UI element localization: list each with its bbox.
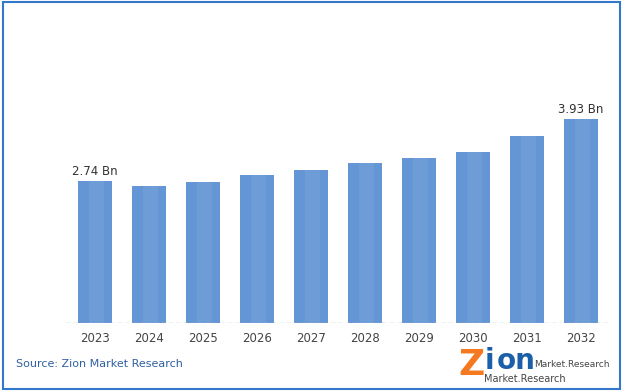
Bar [359, 163, 374, 323]
Bar [143, 185, 158, 323]
Text: Global Industrial Margarine Market,: Global Industrial Margarine Market, [21, 25, 382, 43]
Text: Market.Research: Market.Research [534, 360, 610, 369]
Bar [510, 136, 544, 323]
Bar [251, 175, 266, 323]
Bar [521, 136, 536, 323]
Bar [413, 158, 428, 323]
Bar [132, 185, 166, 323]
Bar [78, 181, 112, 323]
Bar [240, 175, 273, 323]
Bar [294, 170, 328, 323]
Bar [402, 158, 435, 323]
Text: 2.74 Bn: 2.74 Bn [72, 165, 118, 178]
Text: i: i [485, 347, 494, 375]
Bar [575, 119, 590, 323]
Text: Source: Zion Market Research: Source: Zion Market Research [16, 359, 183, 369]
Text: CAGR :  4.10%: CAGR : 4.10% [109, 89, 231, 104]
Bar [197, 182, 212, 323]
Bar [467, 152, 482, 323]
Text: on: on [497, 347, 536, 375]
Text: Market.Research: Market.Research [485, 374, 566, 384]
Text: Z: Z [458, 348, 484, 382]
Bar [348, 163, 382, 323]
Text: 2024-2032 (USD Billion): 2024-2032 (USD Billion) [347, 27, 545, 42]
Bar [186, 182, 220, 323]
Bar [456, 152, 490, 323]
Bar [305, 170, 320, 323]
Text: 3.93 Bn: 3.93 Bn [558, 103, 604, 116]
Bar [564, 119, 597, 323]
Bar [89, 181, 104, 323]
